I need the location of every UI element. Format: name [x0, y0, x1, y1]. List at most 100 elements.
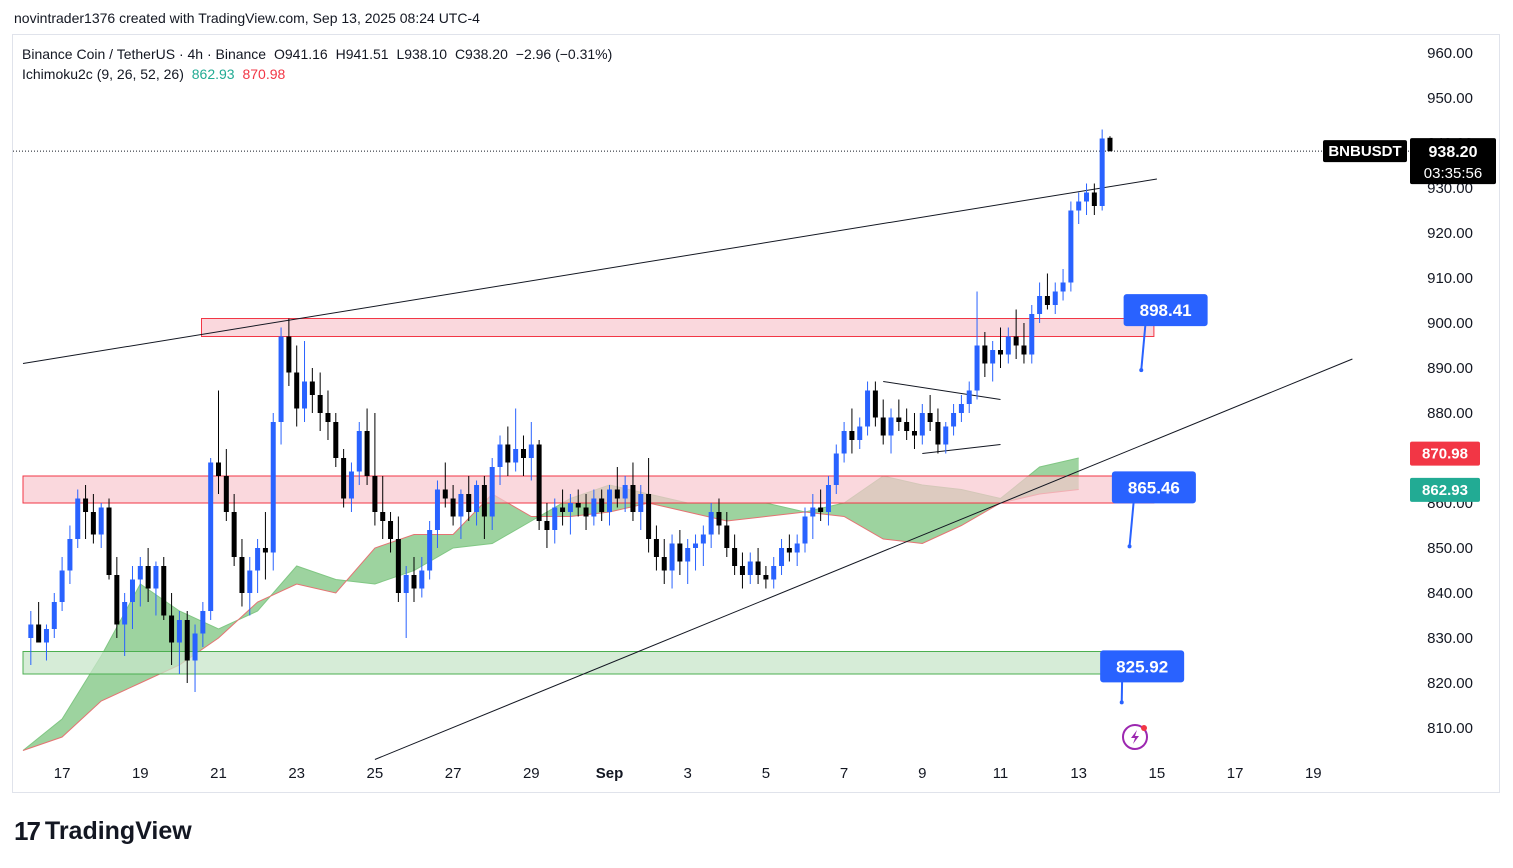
- trendline-pennant-top[interactable]: [883, 381, 1001, 400]
- candle[interactable]: [653, 525, 659, 571]
- candle[interactable]: [708, 503, 714, 548]
- trendline-pennant-bottom[interactable]: [922, 444, 1001, 454]
- candle[interactable]: [497, 435, 503, 486]
- candle[interactable]: [513, 408, 519, 472]
- lightning-icon[interactable]: [1122, 724, 1148, 750]
- candle[interactable]: [1076, 192, 1082, 225]
- candle[interactable]: [129, 566, 135, 629]
- candle[interactable]: [982, 332, 988, 377]
- candle[interactable]: [1052, 282, 1058, 315]
- candle[interactable]: [693, 534, 699, 571]
- candle[interactable]: [614, 467, 620, 508]
- candle[interactable]: [231, 494, 237, 566]
- candle[interactable]: [536, 440, 542, 530]
- candle[interactable]: [560, 489, 566, 526]
- candle[interactable]: [583, 494, 589, 530]
- candle[interactable]: [724, 512, 730, 557]
- candle[interactable]: [998, 327, 1003, 369]
- candle[interactable]: [419, 557, 425, 598]
- candle[interactable]: [567, 494, 573, 535]
- candle[interactable]: [1060, 269, 1066, 301]
- candle[interactable]: [450, 485, 456, 526]
- candle[interactable]: [1068, 201, 1074, 292]
- candle[interactable]: [286, 318, 292, 387]
- candle[interactable]: [380, 476, 386, 539]
- candle[interactable]: [630, 462, 636, 522]
- candle[interactable]: [872, 381, 878, 427]
- candle[interactable]: [1099, 129, 1105, 211]
- candle[interactable]: [990, 341, 996, 382]
- candle[interactable]: [661, 539, 667, 584]
- candle[interactable]: [1021, 323, 1027, 364]
- candle[interactable]: [317, 372, 323, 432]
- candle[interactable]: [747, 552, 753, 585]
- price-callout[interactable]: 898.41: [1123, 294, 1208, 373]
- candle[interactable]: [607, 485, 612, 526]
- candle[interactable]: [716, 498, 722, 535]
- candle[interactable]: [888, 408, 894, 454]
- candle[interactable]: [176, 611, 182, 674]
- price-callout[interactable]: 865.46: [1111, 471, 1196, 549]
- candle[interactable]: [255, 539, 261, 593]
- candle[interactable]: [247, 557, 253, 616]
- candle[interactable]: [833, 444, 839, 495]
- candle[interactable]: [505, 426, 511, 477]
- candle[interactable]: [904, 408, 910, 441]
- candle[interactable]: [646, 458, 652, 553]
- candle[interactable]: [669, 534, 675, 589]
- candle[interactable]: [966, 381, 972, 414]
- price-callout[interactable]: 825.92: [1100, 650, 1185, 705]
- candle[interactable]: [935, 408, 941, 454]
- candle[interactable]: [927, 395, 933, 431]
- candle[interactable]: [865, 381, 871, 436]
- candle[interactable]: [825, 476, 831, 526]
- candle[interactable]: [458, 489, 464, 540]
- candle[interactable]: [434, 480, 440, 549]
- candle[interactable]: [145, 548, 151, 602]
- resistance-zone-1[interactable]: [22, 475, 1155, 504]
- candle[interactable]: [309, 368, 315, 413]
- candle[interactable]: [520, 435, 526, 477]
- candle[interactable]: [427, 521, 433, 580]
- candle[interactable]: [262, 512, 268, 580]
- candle[interactable]: [372, 413, 378, 526]
- candle[interactable]: [216, 390, 221, 495]
- candle[interactable]: [474, 480, 480, 526]
- candle[interactable]: [919, 404, 925, 445]
- candle[interactable]: [911, 413, 917, 449]
- candle[interactable]: [732, 534, 738, 576]
- candle[interactable]: [974, 291, 980, 400]
- candle[interactable]: [1084, 183, 1090, 216]
- candle[interactable]: [1091, 183, 1097, 216]
- candle[interactable]: [802, 507, 808, 553]
- candle[interactable]: [677, 530, 683, 575]
- candle[interactable]: [544, 503, 550, 548]
- candle[interactable]: [481, 476, 487, 539]
- candle[interactable]: [325, 390, 331, 441]
- candle[interactable]: [958, 395, 964, 422]
- trendline-lower[interactable]: [374, 358, 1353, 760]
- candle[interactable]: [1013, 309, 1019, 360]
- candle[interactable]: [528, 422, 534, 481]
- candle[interactable]: [638, 485, 644, 530]
- candle[interactable]: [411, 557, 417, 602]
- candle[interactable]: [153, 561, 159, 616]
- candle[interactable]: [786, 534, 792, 562]
- candle[interactable]: [302, 341, 308, 422]
- candle[interactable]: [1044, 273, 1050, 310]
- candle[interactable]: [685, 539, 691, 584]
- candle[interactable]: [818, 489, 824, 522]
- candle[interactable]: [779, 539, 785, 575]
- candle[interactable]: [106, 498, 112, 580]
- candle[interactable]: [184, 611, 190, 683]
- candle[interactable]: [36, 602, 42, 643]
- candle[interactable]: [739, 552, 745, 589]
- candle[interactable]: [192, 624, 198, 693]
- candle[interactable]: [28, 611, 34, 665]
- candle[interactable]: [1029, 305, 1035, 364]
- candle[interactable]: [552, 498, 558, 544]
- candle[interactable]: [599, 489, 605, 522]
- candle[interactable]: [83, 485, 89, 539]
- candle[interactable]: [333, 413, 339, 467]
- candle[interactable]: [356, 422, 362, 485]
